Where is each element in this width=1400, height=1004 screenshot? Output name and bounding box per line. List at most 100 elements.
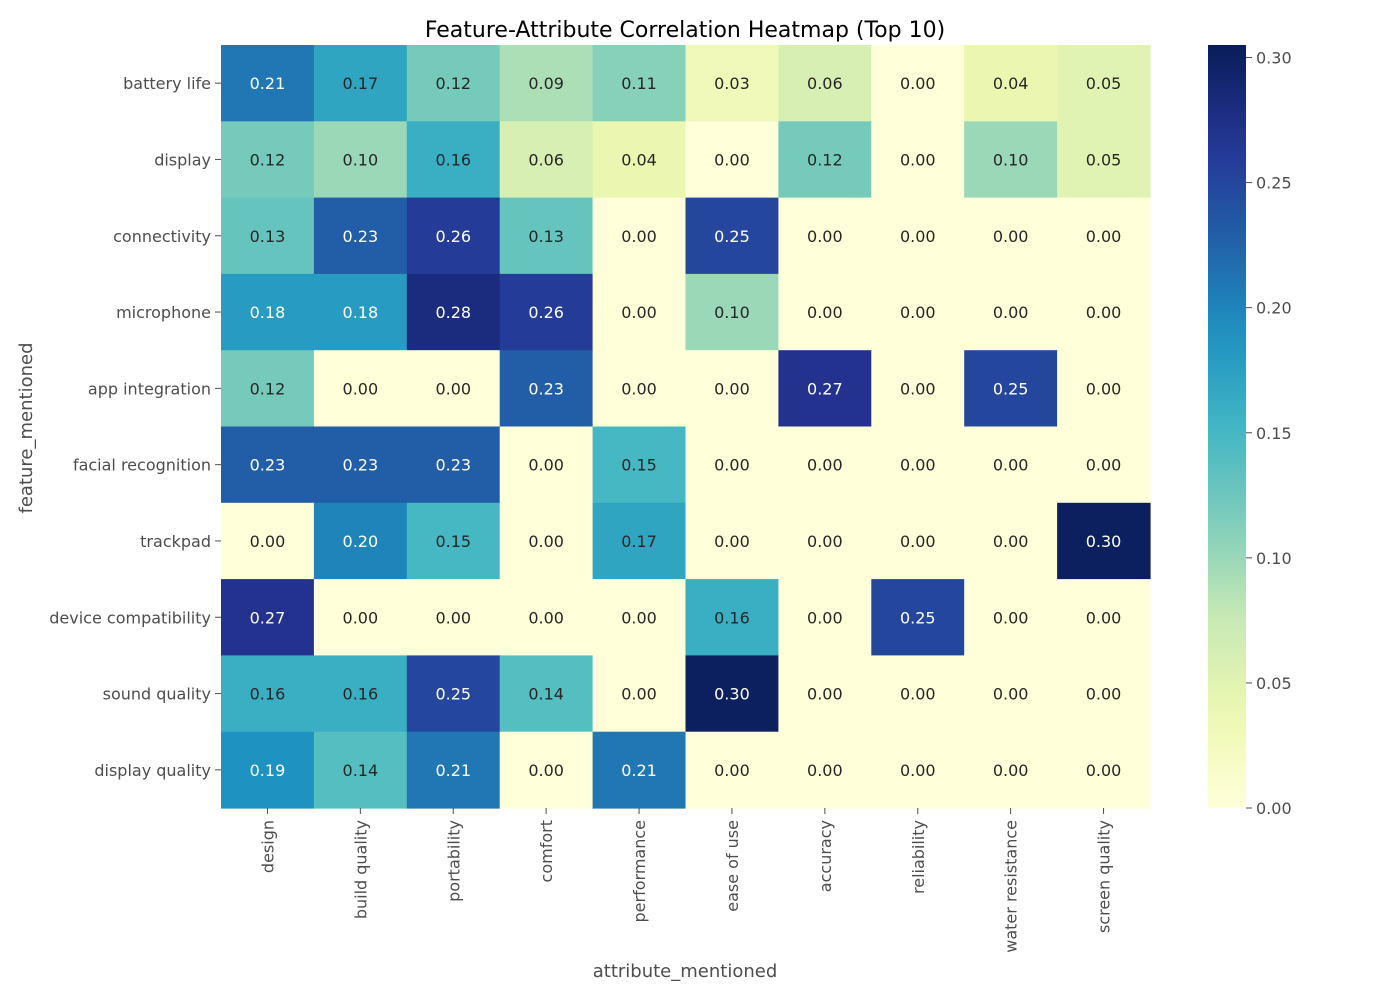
heatmap-cell-label: 0.18: [250, 303, 286, 322]
heatmap-cell: [1057, 731, 1151, 809]
x-tick-label: portability: [444, 820, 463, 902]
x-axis-label: attribute_mentioned: [593, 961, 778, 982]
heatmap-cell-label: 0.23: [528, 379, 564, 398]
heatmap-cell-labels: 0.21 0.17 0.12 0.09 0.11 0.03 0.06 0.00 0.04 0.05…: [250, 74, 1122, 780]
heatmap-cell-label: 0.00: [714, 379, 750, 398]
heatmap-cell: [592, 273, 687, 351]
heatmap-cell: [592, 426, 687, 504]
heatmap-cell: [592, 731, 687, 809]
heatmap-cell: [685, 731, 779, 809]
y-tick-label: sound quality: [103, 685, 211, 704]
heatmap-cell: [778, 273, 872, 351]
heatmap-cell-label: 0.00: [900, 532, 936, 551]
heatmap-cell: [499, 731, 594, 809]
heatmap-cell: [592, 579, 687, 656]
heatmap-cell: [685, 579, 779, 656]
heatmap-cell-label: 0.06: [807, 74, 843, 93]
heatmap-cell: [685, 197, 779, 275]
heatmap-cell-label: 0.00: [807, 303, 843, 322]
x-tick-label: build quality: [351, 820, 370, 919]
x-tick-label: accuracy: [816, 820, 835, 892]
heatmap-cell: [1057, 579, 1151, 656]
heatmap-cell: [406, 273, 501, 351]
heatmap-cell-label: 0.00: [528, 456, 564, 475]
heatmap-cell: [1057, 273, 1151, 351]
heatmap-cell: [964, 273, 1058, 351]
heatmap-cell: [221, 350, 315, 428]
heatmap-cell-label: 0.16: [435, 150, 471, 169]
heatmap-cell: [778, 426, 872, 504]
heatmap-cell: [499, 121, 594, 199]
heatmap-cell-label: 0.23: [250, 456, 286, 475]
heatmap-cell: [871, 121, 965, 199]
heatmap-cell-label: 0.00: [993, 456, 1029, 475]
y-tick-label: battery life: [123, 74, 211, 93]
heatmap-cell-label: 0.12: [807, 150, 843, 169]
heatmap-cell-label: 0.04: [993, 74, 1029, 93]
heatmap-cell-label: 0.00: [993, 303, 1029, 322]
heatmap-cell-label: 0.00: [714, 761, 750, 780]
heatmap-cell-label: 0.00: [1086, 379, 1122, 398]
heatmap-cell: [778, 655, 872, 733]
heatmap-cell-label: 0.00: [1086, 685, 1122, 704]
heatmap-cell-label: 0.00: [807, 685, 843, 704]
heatmap-cell: [499, 579, 594, 656]
heatmap-cell-label: 0.14: [528, 685, 564, 704]
heatmap-cell-label: 0.00: [621, 685, 657, 704]
heatmap-cell-label: 0.00: [993, 227, 1029, 246]
heatmap-cell: [406, 426, 501, 504]
heatmap-cell-label: 0.00: [435, 379, 471, 398]
heatmap-cell-label: 0.30: [1086, 532, 1122, 551]
heatmap-cell-label: 0.16: [250, 685, 286, 704]
heatmap-cell-label: 0.15: [435, 532, 471, 551]
heatmap-cell: [778, 502, 872, 580]
heatmap-cell: [778, 121, 872, 199]
heatmap-cell-label: 0.00: [343, 608, 379, 627]
heatmap-cell-label: 0.14: [343, 761, 379, 780]
heatmap-cell: [406, 579, 501, 656]
colorbar-tick-label: 0.20: [1256, 299, 1292, 318]
heatmap-cell-label: 0.26: [528, 303, 564, 322]
heatmap-cell-label: 0.10: [343, 150, 379, 169]
heatmap-cell-label: 0.21: [621, 761, 657, 780]
heatmap-cell: [221, 655, 315, 733]
heatmap-cell: [685, 273, 779, 351]
heatmap-cell-label: 0.00: [1086, 761, 1122, 780]
heatmap-cell-label: 0.00: [435, 608, 471, 627]
heatmap-cell-label: 0.00: [900, 303, 936, 322]
x-tick-label: comfort: [537, 820, 556, 882]
heatmap-cell-label: 0.00: [714, 150, 750, 169]
heatmap-cell-label: 0.00: [528, 608, 564, 627]
heatmap-cell-label: 0.13: [528, 227, 564, 246]
heatmap-cell: [871, 731, 965, 809]
heatmap-cell-label: 0.00: [343, 379, 379, 398]
heatmap-cell: [1057, 45, 1151, 122]
heatmap-cell: [499, 655, 594, 733]
heatmap-cell: [592, 655, 687, 733]
heatmap-cell: [313, 45, 408, 122]
heatmap-cell-label: 0.12: [250, 379, 286, 398]
heatmap-cells: [221, 45, 1151, 809]
heatmap-cell: [406, 45, 501, 122]
heatmap-cell-label: 0.00: [807, 456, 843, 475]
colorbar-tick-label: 0.00: [1256, 799, 1292, 818]
heatmap-cell: [406, 655, 501, 733]
heatmap-cell: [406, 121, 501, 199]
y-tick-label: facial recognition: [73, 456, 211, 475]
y-tick-label: display: [154, 150, 211, 169]
heatmap-cell-label: 0.00: [1086, 227, 1122, 246]
heatmap-cell-label: 0.18: [343, 303, 379, 322]
heatmap-cell-label: 0.23: [435, 456, 471, 475]
heatmap-cell: [313, 502, 408, 580]
heatmap-cell: [871, 350, 965, 428]
heatmap-cell: [964, 731, 1058, 809]
heatmap-cell-label: 0.10: [993, 150, 1029, 169]
heatmap-cell: [871, 655, 965, 733]
x-tick-label: screen quality: [1095, 820, 1114, 933]
heatmap-cell: [592, 121, 687, 199]
heatmap-cell: [778, 579, 872, 656]
heatmap-cell-label: 0.00: [993, 608, 1029, 627]
heatmap-cell: [221, 502, 315, 580]
colorbar-tick-label: 0.10: [1256, 549, 1292, 568]
heatmap-cell-label: 0.17: [343, 74, 379, 93]
